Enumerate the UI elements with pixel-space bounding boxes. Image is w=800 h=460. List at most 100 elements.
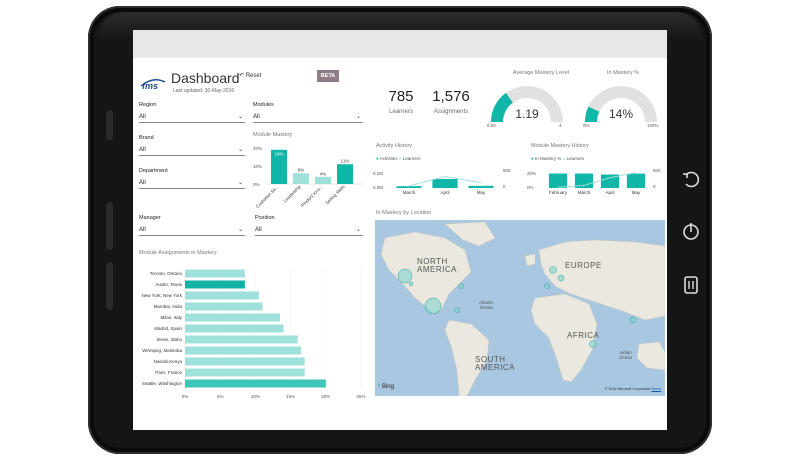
- brand-label: Brand: [139, 135, 154, 141]
- category-label: Milan, Italy: [160, 315, 182, 320]
- module-mastery-title: Module Mastery: [253, 132, 293, 138]
- category-label: April: [605, 190, 614, 195]
- bar: [396, 186, 422, 188]
- category-label: Nairobi,Kenya: [154, 359, 183, 364]
- back-icon[interactable]: [680, 168, 702, 190]
- last-updated: Last updated: 30-May-2016: [173, 88, 235, 94]
- chevron-down-icon: ⌄: [237, 147, 243, 153]
- category-label: March: [403, 190, 416, 195]
- bar: [185, 324, 284, 333]
- activity-history-title: Activity History: [376, 143, 413, 149]
- bar: [185, 379, 326, 388]
- y-tick-label: 10%: [253, 164, 262, 169]
- svg-text:500: 500: [503, 168, 511, 173]
- x-tick-label: 25%: [356, 394, 365, 399]
- location-map[interactable]: NORTH AMERICA EUROPE AFRICA SOUTH AMERICA …: [375, 220, 665, 396]
- bing-logo: ᵇ Bing: [378, 384, 394, 390]
- atlantic-ocean-label: Atlantic Ocean: [479, 300, 494, 310]
- chevron-down-icon: ⌄: [237, 227, 243, 233]
- bar: [185, 357, 305, 366]
- mastery-history-title: Module Mastery History: [531, 143, 589, 149]
- chevron-down-icon: ⌄: [237, 114, 243, 120]
- category-label: Toronto, Ontario: [150, 271, 183, 276]
- x-tick-label: 10%: [251, 394, 260, 399]
- data-label: 11%: [341, 159, 350, 164]
- svg-text:fms: fms: [142, 81, 158, 91]
- screen: fms Dashboard Last updated: 30-May-2016 …: [133, 30, 667, 430]
- category-label: Seattle, Washington: [142, 381, 183, 386]
- svg-text:1.19: 1.19: [515, 107, 539, 121]
- position-dropdown[interactable]: All ⌄: [255, 225, 363, 236]
- category-label: April: [440, 190, 449, 195]
- bar: [185, 291, 259, 300]
- bar: [548, 173, 568, 188]
- department-dropdown[interactable]: All ⌄: [139, 178, 245, 189]
- category-label: March: [578, 190, 591, 195]
- mastery-history-chart: 20% 0% 500 0 February March April May: [527, 168, 661, 195]
- south-america-label: SOUTH AMERICA: [475, 355, 515, 372]
- bar: [185, 313, 281, 322]
- bar: [185, 269, 245, 278]
- bar: [468, 185, 494, 188]
- map-copyright: © 2016 Microsoft Corporation Terms: [604, 387, 661, 391]
- category-label: May: [477, 190, 486, 195]
- bar: [185, 335, 298, 344]
- europe-label: EUROPE: [565, 261, 602, 270]
- y-tick-label: 0%: [253, 182, 260, 187]
- y-tick-label: 20%: [253, 146, 262, 151]
- x-tick-label: 5%: [217, 394, 224, 399]
- map-title: In Mastery by Location: [376, 210, 432, 216]
- svg-text:0: 0: [653, 184, 656, 189]
- category-label: Madrid, Spain: [154, 326, 182, 331]
- avg-mastery-title: Average Mastery Level: [512, 70, 570, 76]
- brand-dropdown[interactable]: All ⌄: [139, 145, 245, 156]
- category-label: Paris, France: [155, 370, 182, 375]
- location-markers[interactable]: [375, 220, 665, 396]
- tablet-side-button: [106, 202, 113, 250]
- in-mastery-min: 0%: [583, 123, 590, 128]
- data-label: 6%: [298, 168, 305, 173]
- manager-dropdown[interactable]: All ⌄: [139, 225, 245, 236]
- bar: [600, 174, 620, 188]
- category-label: New York, New York: [141, 293, 182, 298]
- chevron-down-icon: ⌄: [237, 180, 243, 186]
- mastery-history-legend: ● In Mastery % ● Learners: [531, 156, 585, 161]
- menu-icon[interactable]: [680, 274, 702, 296]
- in-mastery-title: In Mastery %: [606, 70, 640, 76]
- x-tick-label: 0%: [182, 394, 189, 399]
- chevron-down-icon: ⌄: [355, 227, 361, 233]
- manager-label: Manager: [139, 215, 161, 221]
- power-icon[interactable]: [680, 220, 702, 242]
- in-mastery-max: 100%: [647, 123, 659, 128]
- bar: [293, 173, 309, 184]
- assignments-chart: Toronto, Ontario Austin, Texas New York, N…: [141, 268, 366, 399]
- x-tick-label: 15%: [286, 394, 295, 399]
- bar: [185, 280, 245, 289]
- data-label: 4%: [320, 171, 327, 176]
- modules-dropdown[interactable]: All ⌄: [253, 112, 363, 123]
- bar: [315, 176, 331, 184]
- avg-mastery-min: 0.00: [487, 123, 496, 128]
- region-dropdown[interactable]: All ⌄: [139, 112, 245, 123]
- bar: [337, 164, 353, 184]
- avg-mastery-max: 4: [559, 123, 562, 128]
- tablet-side-button: [106, 110, 113, 140]
- beta-badge: BETA: [317, 70, 339, 82]
- category-label: May: [632, 190, 641, 195]
- africa-label: AFRICA: [567, 331, 600, 340]
- tablet-side-button: [106, 262, 113, 310]
- svg-text:0.0M: 0.0M: [373, 185, 383, 190]
- bar: [185, 302, 263, 311]
- assignments-label: Assignments: [433, 109, 469, 115]
- bar: [626, 173, 646, 188]
- assignments-title: Module Assignments in Mastery: [139, 250, 217, 256]
- svg-text:500: 500: [653, 168, 661, 173]
- reset-button[interactable]: ↶ Reset: [239, 73, 262, 79]
- category-label: Boise, Idaho: [157, 337, 183, 342]
- indian-ocean-label: Indian Ocean: [619, 350, 633, 360]
- svg-text:0.1M: 0.1M: [373, 171, 383, 176]
- chevron-down-icon: ⌄: [355, 114, 361, 120]
- terms-link[interactable]: Terms: [651, 387, 661, 391]
- category-label: Product Kno...: [300, 184, 324, 208]
- bar: [185, 368, 305, 377]
